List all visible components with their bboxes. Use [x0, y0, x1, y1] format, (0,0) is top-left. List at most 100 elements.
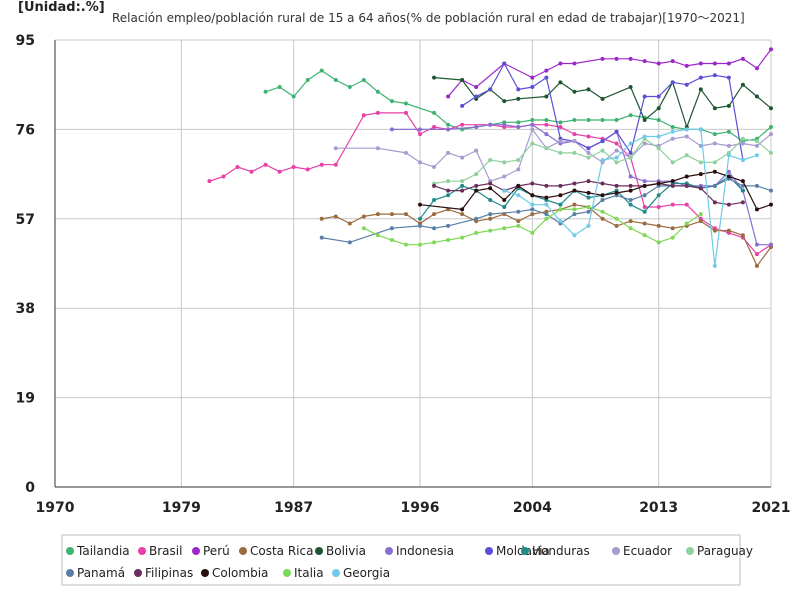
data-point	[628, 113, 633, 118]
data-point	[558, 207, 563, 212]
data-point	[586, 117, 591, 122]
data-point	[656, 240, 661, 245]
legend-label: Georgia	[343, 566, 390, 580]
data-point	[361, 226, 366, 231]
data-point	[516, 219, 521, 224]
data-point	[502, 197, 507, 202]
data-point	[446, 122, 451, 127]
data-point	[600, 216, 605, 221]
data-point	[530, 181, 535, 186]
data-point	[544, 117, 549, 122]
data-point	[375, 89, 380, 94]
data-point	[656, 205, 661, 210]
data-point	[712, 141, 717, 146]
data-point	[361, 214, 366, 219]
data-point	[726, 103, 731, 108]
data-point	[530, 85, 535, 90]
data-point	[291, 94, 296, 99]
legend-label: Perú	[203, 544, 230, 558]
data-point	[516, 167, 521, 172]
data-point	[684, 82, 689, 87]
data-point	[558, 183, 563, 188]
data-point	[614, 190, 619, 195]
data-point	[418, 242, 423, 247]
data-point	[530, 230, 535, 235]
data-point	[712, 169, 717, 174]
data-point	[698, 127, 703, 132]
data-point	[614, 141, 619, 146]
series-line-8	[419, 175, 744, 220]
data-point	[670, 183, 675, 188]
data-point	[684, 153, 689, 158]
data-point	[319, 162, 324, 167]
data-point	[572, 188, 577, 193]
data-point	[614, 183, 619, 188]
data-point	[740, 157, 745, 162]
data-point	[446, 188, 451, 193]
data-point	[726, 129, 731, 134]
data-point	[389, 237, 394, 242]
data-point	[726, 153, 731, 158]
data-point	[418, 132, 423, 137]
data-point	[754, 143, 759, 148]
data-point	[432, 240, 437, 245]
data-point	[572, 212, 577, 217]
legend-label: Panamá	[77, 566, 125, 580]
legend-label: Indonesia	[396, 544, 454, 558]
data-point	[502, 205, 507, 210]
data-point	[263, 89, 268, 94]
data-point	[628, 226, 633, 231]
data-point	[516, 209, 521, 214]
data-point	[530, 202, 535, 207]
data-point	[572, 202, 577, 207]
data-point	[544, 195, 549, 200]
data-point	[684, 221, 689, 226]
data-point	[712, 106, 717, 111]
data-point	[249, 169, 254, 174]
data-point	[586, 195, 591, 200]
data-point	[389, 212, 394, 217]
data-point	[474, 230, 479, 235]
legend-marker	[485, 547, 493, 555]
data-point	[628, 219, 633, 224]
data-point	[319, 235, 324, 240]
legend-label: Honduras	[532, 544, 590, 558]
data-point	[572, 139, 577, 144]
data-point	[712, 183, 717, 188]
data-point	[740, 188, 745, 193]
data-point	[642, 193, 647, 198]
data-point	[488, 216, 493, 221]
legend-label: Ecuador	[623, 544, 672, 558]
data-point	[516, 125, 521, 130]
data-point	[558, 80, 563, 85]
data-point	[628, 188, 633, 193]
data-point	[333, 77, 338, 82]
data-point	[726, 174, 731, 179]
data-point	[586, 155, 591, 160]
legend-marker	[315, 547, 323, 555]
data-point	[474, 216, 479, 221]
data-point	[460, 235, 465, 240]
data-point	[403, 242, 408, 247]
data-point	[642, 94, 647, 99]
series-line-5	[434, 77, 772, 128]
data-point	[698, 160, 703, 165]
data-point	[769, 202, 773, 207]
data-point	[530, 122, 535, 127]
data-point	[446, 193, 451, 198]
y-tick-label: 38	[16, 301, 35, 317]
data-point	[726, 143, 731, 148]
data-point	[516, 120, 521, 125]
data-point	[614, 148, 619, 153]
legend-marker	[332, 569, 340, 577]
data-point	[544, 122, 549, 127]
legend-marker	[612, 547, 620, 555]
data-point	[333, 214, 338, 219]
data-point	[418, 223, 423, 228]
data-point	[628, 155, 633, 160]
data-point	[488, 181, 493, 186]
x-tick-label: 1996	[401, 500, 440, 516]
data-point	[544, 68, 549, 73]
data-point	[572, 233, 577, 238]
